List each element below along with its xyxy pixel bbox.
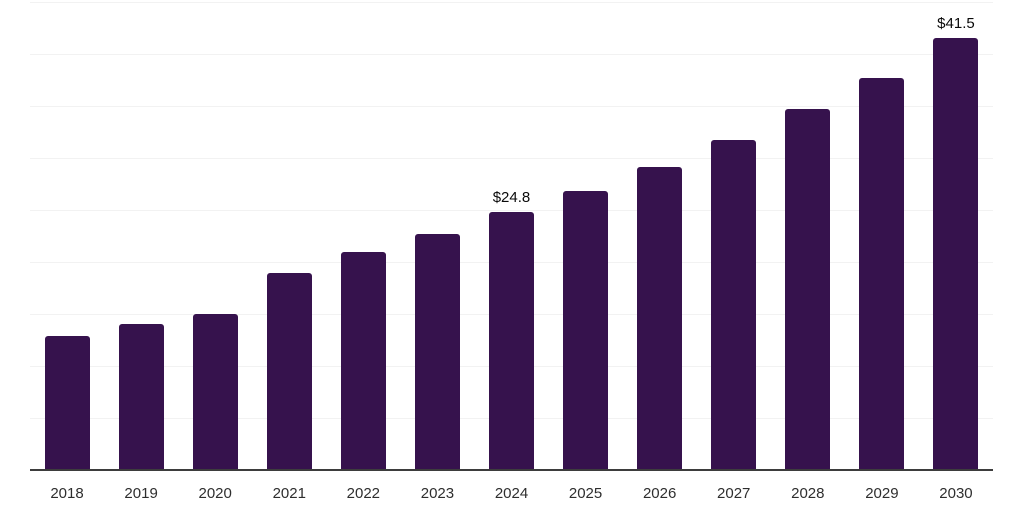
gridline-y-25 [30, 210, 993, 211]
bar-2029 [859, 77, 905, 470]
bar-2018 [44, 335, 90, 470]
gridline-y-35 [30, 106, 993, 107]
bar-2020 [192, 314, 238, 470]
bar-2028 [785, 109, 831, 470]
x-tick-2022: 2022 [346, 485, 381, 502]
x-tick-2025: 2025 [568, 485, 603, 502]
x-tick-2026: 2026 [642, 485, 677, 502]
bar-2027 [711, 140, 757, 470]
x-tick-2029: 2029 [865, 485, 899, 502]
value-label-2024: $24.8 [492, 189, 531, 207]
x-tick-2019: 2019 [124, 485, 158, 502]
bar-2030 [933, 38, 979, 470]
gridline-y-45 [30, 2, 993, 3]
bar-2025 [563, 191, 609, 470]
x-tick-2018: 2018 [50, 485, 84, 502]
x-tick-2028: 2028 [791, 485, 825, 502]
bar-2023 [414, 233, 460, 470]
x-tick-2023: 2023 [420, 485, 455, 502]
x-tick-2030: 2030 [939, 485, 973, 502]
gridline-y-40 [30, 54, 993, 55]
x-tick-2024: 2024 [494, 485, 529, 502]
x-tick-2027: 2027 [717, 485, 751, 502]
bar-2021 [266, 273, 312, 470]
bar-2026 [637, 167, 683, 470]
x-tick-2021: 2021 [272, 485, 306, 502]
gridline-y-30 [30, 158, 993, 159]
bar-2022 [340, 251, 386, 470]
x-tick-2020: 2020 [198, 485, 232, 502]
bar-2024 [489, 212, 534, 470]
bar-2019 [118, 324, 164, 470]
value-label-2030: $41.5 [937, 15, 975, 33]
x-axis-line [30, 469, 993, 471]
